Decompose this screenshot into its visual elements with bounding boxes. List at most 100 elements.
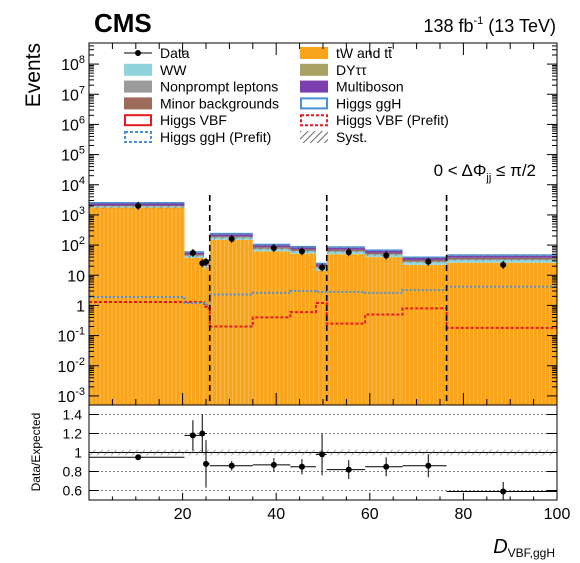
ratio-syst-5 (252, 449, 291, 456)
legend-swatch-dytt (300, 63, 328, 76)
ratio-point-5 (270, 461, 277, 468)
legend-label-vbf_prefit: Higgs VBF (Prefit) (336, 112, 449, 128)
top-bar-10 (402, 264, 447, 405)
ratio-y-axis: 0.6 0.8 1 1.2 1.4 (63, 407, 557, 499)
top-bar-6 (290, 253, 316, 405)
legend-swatch-nonprompt (124, 80, 152, 93)
top-bar-7 (315, 270, 327, 405)
x-tick-label-4: 100 (544, 506, 571, 523)
top-bar-9 (365, 257, 403, 405)
x-axis: 20 40 60 80 100 (88, 43, 571, 523)
stacked-histogram (89, 202, 557, 405)
region-label: 0 < ΔΦjj ≤ π/2 (434, 161, 536, 184)
ratio-point-8 (345, 466, 352, 473)
ww-bar-10 (402, 261, 447, 265)
y-tick-label-8: 105 (61, 145, 85, 165)
y-tick-label-1: 10-2 (57, 356, 85, 376)
data-points (135, 201, 507, 272)
legend-item-data: Data (124, 45, 190, 61)
ratio-syst-6 (290, 449, 316, 456)
legend-label-vbf: Higgs VBF (160, 112, 227, 128)
ratio-tick-label-4: 1.4 (63, 407, 83, 423)
syst-band-8 (326, 246, 366, 253)
ratio-tick-label-3: 1.2 (63, 426, 83, 442)
ratio-point-2 (199, 430, 206, 437)
legend-swatch-ggh_prefit (124, 131, 152, 143)
ratio-point-6 (298, 463, 305, 470)
data-point-7 (319, 264, 326, 271)
legend-item-ww: WW (124, 62, 187, 78)
ratio-points (89, 414, 557, 500)
ratio-syst-8 (326, 449, 366, 456)
legend-swatch-vbf (124, 114, 152, 127)
y-tick-label-0: 10-3 (57, 386, 85, 406)
legend-label-ww: WW (160, 62, 187, 78)
legend-label-nonprompt: Nonprompt leptons (160, 79, 278, 95)
legend-item-syst: Syst. (300, 129, 367, 145)
ratio-tick-label-0: 0.6 (63, 483, 83, 499)
legend-swatch-syst (300, 131, 328, 143)
ww-bar-11 (446, 259, 557, 263)
legend-item-top: tW and tt̄ (300, 45, 392, 61)
x-axis-title: DVBF,ggH (493, 536, 555, 560)
y-tick-label-2: 10-1 (57, 326, 85, 346)
ratio-panel: 0.6 0.8 1 1.2 1.4 (63, 404, 558, 501)
data-point-11 (500, 261, 507, 268)
ratio-tick-label-2: 1 (74, 445, 82, 461)
data-point-9 (383, 252, 390, 259)
y-tick-label-5: 102 (61, 235, 85, 255)
legend-item-ggh: Higgs ggH (300, 95, 401, 111)
ratio-point-9 (383, 463, 390, 470)
ratio-axis-title: Data/Expected (29, 413, 43, 492)
legend-item-minor: Minor backgrounds (124, 95, 279, 111)
experiment-label: CMS (94, 8, 152, 38)
ratio-point-1 (189, 432, 196, 439)
top-bar-5 (252, 251, 291, 405)
legend-swatch-minor (124, 97, 152, 110)
legend-label-ggh: Higgs ggH (336, 95, 401, 111)
y-tick-label-4: 10 (67, 268, 85, 285)
legend-swatch-ggh (300, 97, 328, 110)
ratio-syst-10 (402, 449, 447, 456)
top-bar-4 (209, 239, 253, 405)
top-bar-3 (206, 266, 210, 405)
legend-label-minor: Minor backgrounds (160, 95, 279, 111)
y-axis-title: Events (22, 43, 45, 107)
data-point-8 (345, 249, 352, 256)
legend-item-nonprompt: Nonprompt leptons (124, 79, 278, 95)
main-panel: 10-3 10-2 10-1 1 10 102 103 104 105 106 107 108 (57, 42, 558, 406)
y-tick-label-3: 1 (76, 298, 85, 315)
legend-swatch-vbf_prefit (300, 114, 328, 127)
data-point-5 (270, 245, 277, 252)
legend-label-data: Data (160, 45, 190, 61)
ratio-point-3 (203, 460, 209, 467)
data-point-6 (298, 248, 305, 255)
ratio-tick-label-1: 0.8 (63, 464, 83, 480)
legend-item-dytt: DYττ (300, 62, 367, 78)
legend-label-dytt: DYττ (336, 62, 367, 78)
x-tick-label-0: 20 (174, 506, 192, 523)
data-point-10 (425, 258, 432, 265)
top-bar-2 (204, 268, 207, 405)
ratio-syst-4 (209, 449, 253, 456)
luminosity-label: 138 fb-1 (13 TeV) (423, 15, 556, 36)
legend-item-vbf: Higgs VBF (124, 112, 227, 128)
legend-swatch-ww (124, 63, 152, 76)
ratio-syst-11 (446, 449, 557, 456)
syst-band-10 (402, 257, 447, 264)
x-tick-label-3: 80 (455, 506, 473, 523)
signal-lines (89, 285, 557, 329)
ratio-syst-0 (89, 449, 185, 456)
data-point-1 (189, 249, 196, 256)
x-tick-label-1: 40 (267, 506, 285, 523)
ratio-point-0 (135, 454, 142, 461)
legend-item-vbf_prefit: Higgs VBF (Prefit) (300, 112, 449, 128)
y-tick-label-10: 107 (61, 84, 85, 104)
syst-band-11 (446, 254, 557, 261)
main-y-axis: 10-3 10-2 10-1 1 10 102 103 104 105 106 107 108 (57, 45, 557, 406)
ratio-point-10 (425, 462, 432, 469)
legend-swatch-multiboson (300, 80, 328, 93)
y-tick-label-9: 106 (61, 114, 85, 134)
